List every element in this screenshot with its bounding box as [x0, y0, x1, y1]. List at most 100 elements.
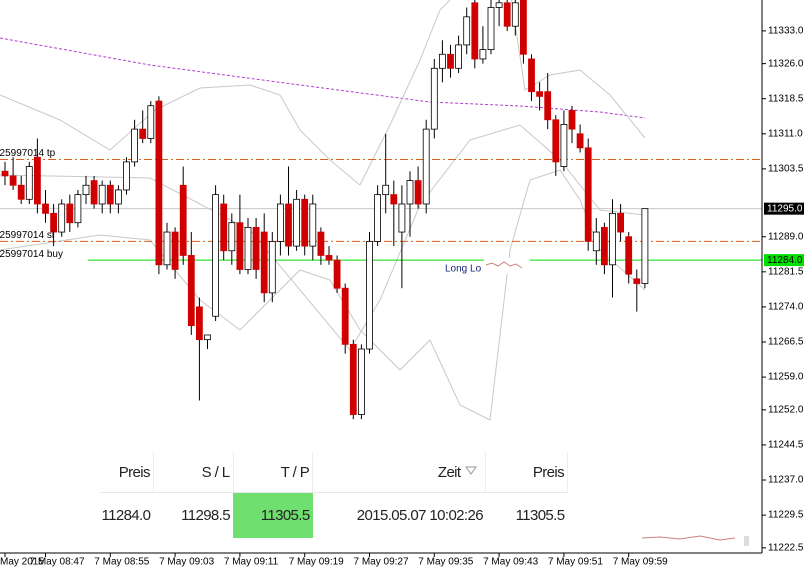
x-tick-label: 7 May 09:03 [159, 557, 214, 568]
y-tick-label: 11237.0 [768, 475, 804, 486]
table-row[interactable]: 11284.0 11298.5 11305.5 2015.05.07 10:02… [100, 492, 568, 538]
x-tick-label: 7 May 09:35 [418, 557, 473, 568]
y-tick-label: 11318.5 [768, 93, 804, 104]
candle-body [187, 255, 195, 327]
candle-body [252, 226, 260, 270]
y-tick-label: 11303.5 [768, 164, 804, 175]
sort-icon[interactable] [460, 465, 482, 477]
x-tick-label: 7 May 09:27 [354, 557, 409, 568]
col-header[interactable]: Preis [100, 452, 154, 493]
candle-body [455, 44, 463, 69]
candle-body [90, 180, 98, 205]
candle-body [212, 194, 220, 317]
cell: 11305.5 [233, 492, 313, 538]
candle-body [58, 203, 66, 233]
mini-chart-line [485, 261, 523, 269]
candle-body [617, 212, 624, 233]
candle-body [50, 212, 57, 233]
bollinger-upper [0, 0, 646, 186]
candle-body [155, 100, 163, 266]
candle-body [260, 231, 268, 294]
candle-body [382, 184, 390, 196]
candle-body [398, 203, 406, 233]
price-box-label: 11284.0 [767, 255, 803, 266]
candle-body [633, 278, 641, 284]
cell: 11284.0 [101, 507, 151, 524]
x-tick-label: 7 May 09:59 [613, 557, 668, 568]
x-tick-label: 7 May 09:19 [289, 557, 344, 568]
col-header[interactable]: Zeit [312, 452, 487, 493]
candle-body [414, 180, 422, 205]
price-box [764, 254, 804, 267]
candle-body [276, 203, 284, 242]
order-level-label: #25997014 buy [0, 249, 63, 260]
mini-button[interactable] [744, 536, 749, 546]
candle-body [520, 0, 527, 55]
candle-body [1, 170, 9, 177]
candle-body [536, 91, 543, 97]
y-tick-label: 11333.0 [768, 26, 804, 37]
candle-body [625, 236, 633, 275]
candle-body [195, 306, 203, 341]
candle-body [430, 67, 438, 130]
col-header[interactable]: T / P [233, 452, 314, 493]
candle-body [576, 133, 584, 149]
order-level-label: #25997014 tp [0, 148, 56, 159]
annotation: Long Lo [445, 264, 482, 275]
candle-body [98, 184, 106, 205]
candle-body [609, 212, 616, 266]
candle-body [366, 241, 373, 350]
cell: 11298.5 [181, 507, 231, 524]
candle-body [406, 180, 414, 205]
candle-body [236, 222, 244, 270]
trade-table: Preis S / L T / P Zeit Preis 11284.0 112… [100, 452, 568, 538]
y-tick-label: 11252.0 [768, 404, 804, 415]
candle-body [220, 203, 228, 252]
candle-body [333, 259, 341, 289]
candle-body [74, 194, 82, 224]
candle-body [568, 110, 576, 130]
plot-area [0, 0, 762, 420]
candle-body [528, 58, 535, 93]
candle-body [349, 343, 357, 415]
candle-body [179, 184, 187, 256]
candle-body [592, 231, 600, 252]
candle-body [552, 119, 560, 163]
y-tick-label: 11311.0 [768, 128, 803, 139]
candle-body [495, 2, 503, 8]
candle-body [584, 147, 592, 242]
candle-body [34, 156, 41, 205]
y-tick-label: 11274.0 [768, 302, 804, 313]
col-header[interactable]: Preis [485, 452, 568, 493]
table-header: Preis S / L T / P Zeit Preis [100, 452, 568, 493]
price-box [764, 202, 804, 215]
candle-body [560, 124, 568, 167]
candle-body [17, 184, 25, 200]
candle-body [447, 53, 454, 69]
candle-body [463, 16, 471, 46]
candle-body [204, 334, 211, 341]
candle-body [422, 128, 430, 205]
x-tick-label: 7 May 08:47 [30, 557, 85, 568]
candle-body [82, 184, 90, 196]
candle-body [487, 7, 495, 50]
moving-average [0, 37, 646, 119]
candle-body [147, 105, 155, 139]
candle-body [641, 208, 649, 284]
candle-body [357, 348, 365, 415]
candle-body [317, 231, 325, 256]
col-header-text: Zeit [437, 463, 461, 481]
col-header[interactable]: S / L [153, 452, 234, 493]
candle-body [66, 203, 74, 224]
candle-body [131, 128, 139, 163]
x-tick-label: 7 May 09:11 [224, 557, 279, 568]
candle-body [25, 166, 33, 200]
candle-body [293, 198, 301, 247]
cell: 11305.5 [515, 507, 566, 524]
mini-chart-line [641, 535, 736, 541]
candle-body [139, 128, 147, 139]
x-tick-label: May 2015 [0, 557, 44, 568]
candle-body [285, 203, 292, 247]
